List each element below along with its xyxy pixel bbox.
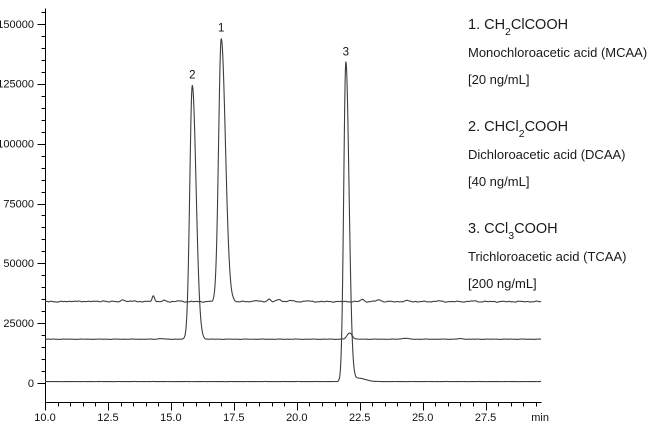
peak-label-2: 2 — [189, 70, 195, 82]
compound-number: 1. — [468, 17, 481, 33]
y-tick-label: 0 — [28, 378, 34, 390]
formula-post: COOH — [514, 221, 558, 237]
compound-formula: 3. CCl3COOH — [468, 216, 654, 243]
formula-pre: CHCl — [484, 119, 519, 135]
formula-subscript: 2 — [518, 127, 525, 140]
compound-name: Trichloroacetic acid (TCAA) — [468, 249, 627, 264]
x-tick-label: 27.5 — [475, 412, 496, 424]
trace-mcaa — [44, 38, 542, 303]
compound-concentration: [40 ng/mL] — [468, 174, 530, 189]
compound-formula: 1. CH2ClCOOH — [468, 12, 654, 39]
x-tick-label: 17.5 — [223, 412, 244, 424]
legend-entry-mcaa: 1. CH2ClCOOH Monochloroacetic acid (MCAA)… — [468, 12, 654, 93]
x-axis-unit-label: min — [531, 412, 549, 424]
x-tick-label: 20.0 — [286, 412, 307, 424]
y-tick-label: 150000 — [0, 19, 34, 31]
formula-post: COOH — [524, 119, 569, 135]
x-tick-label: 15.0 — [160, 412, 181, 424]
formula-pre: CH — [484, 17, 506, 33]
trace-dcaa — [44, 84, 542, 341]
peak-label-1: 1 — [218, 22, 224, 34]
x-tick-label: 22.5 — [349, 412, 370, 424]
compound-number: 3. — [468, 221, 481, 237]
compound-name: Monochloroacetic acid (MCAA) — [468, 45, 648, 60]
peak-label-3: 3 — [343, 47, 349, 59]
formula-subscript: 3 — [508, 229, 515, 242]
formula-subscript: 2 — [505, 25, 511, 38]
formula-post: ClCOOH — [510, 17, 569, 33]
x-tick-label: 10.0 — [34, 412, 55, 424]
formula-pre: CCl — [484, 221, 509, 237]
x-tick-label: 25.0 — [412, 412, 433, 424]
compound-concentration: [20 ng/mL] — [468, 72, 530, 87]
compound-number: 2. — [468, 119, 481, 135]
x-tick-label: 12.5 — [97, 412, 118, 424]
compound-name: Dichloroacetic acid (DCAA) — [468, 147, 626, 162]
y-tick-label: 50000 — [3, 258, 34, 270]
y-tick-label: 25000 — [3, 318, 34, 330]
axes — [37, 8, 542, 411]
trace-tcaa — [44, 61, 542, 383]
compound-formula: 2. CHCl2COOH — [468, 114, 654, 141]
y-tick-label: 75000 — [3, 198, 34, 210]
legend-entry-tcaa: 3. CCl3COOH Trichloroacetic acid (TCAA) [… — [468, 216, 654, 297]
y-tick-label: 125000 — [0, 79, 34, 91]
y-tick-label: 100000 — [0, 138, 34, 150]
compound-concentration: [200 ng/mL] — [468, 276, 537, 291]
compound-legend: 1. CH2ClCOOH Monochloroacetic acid (MCAA)… — [468, 12, 654, 318]
legend-entry-dcaa: 2. CHCl2COOH Dichloroacetic acid (DCAA) [… — [468, 114, 654, 195]
